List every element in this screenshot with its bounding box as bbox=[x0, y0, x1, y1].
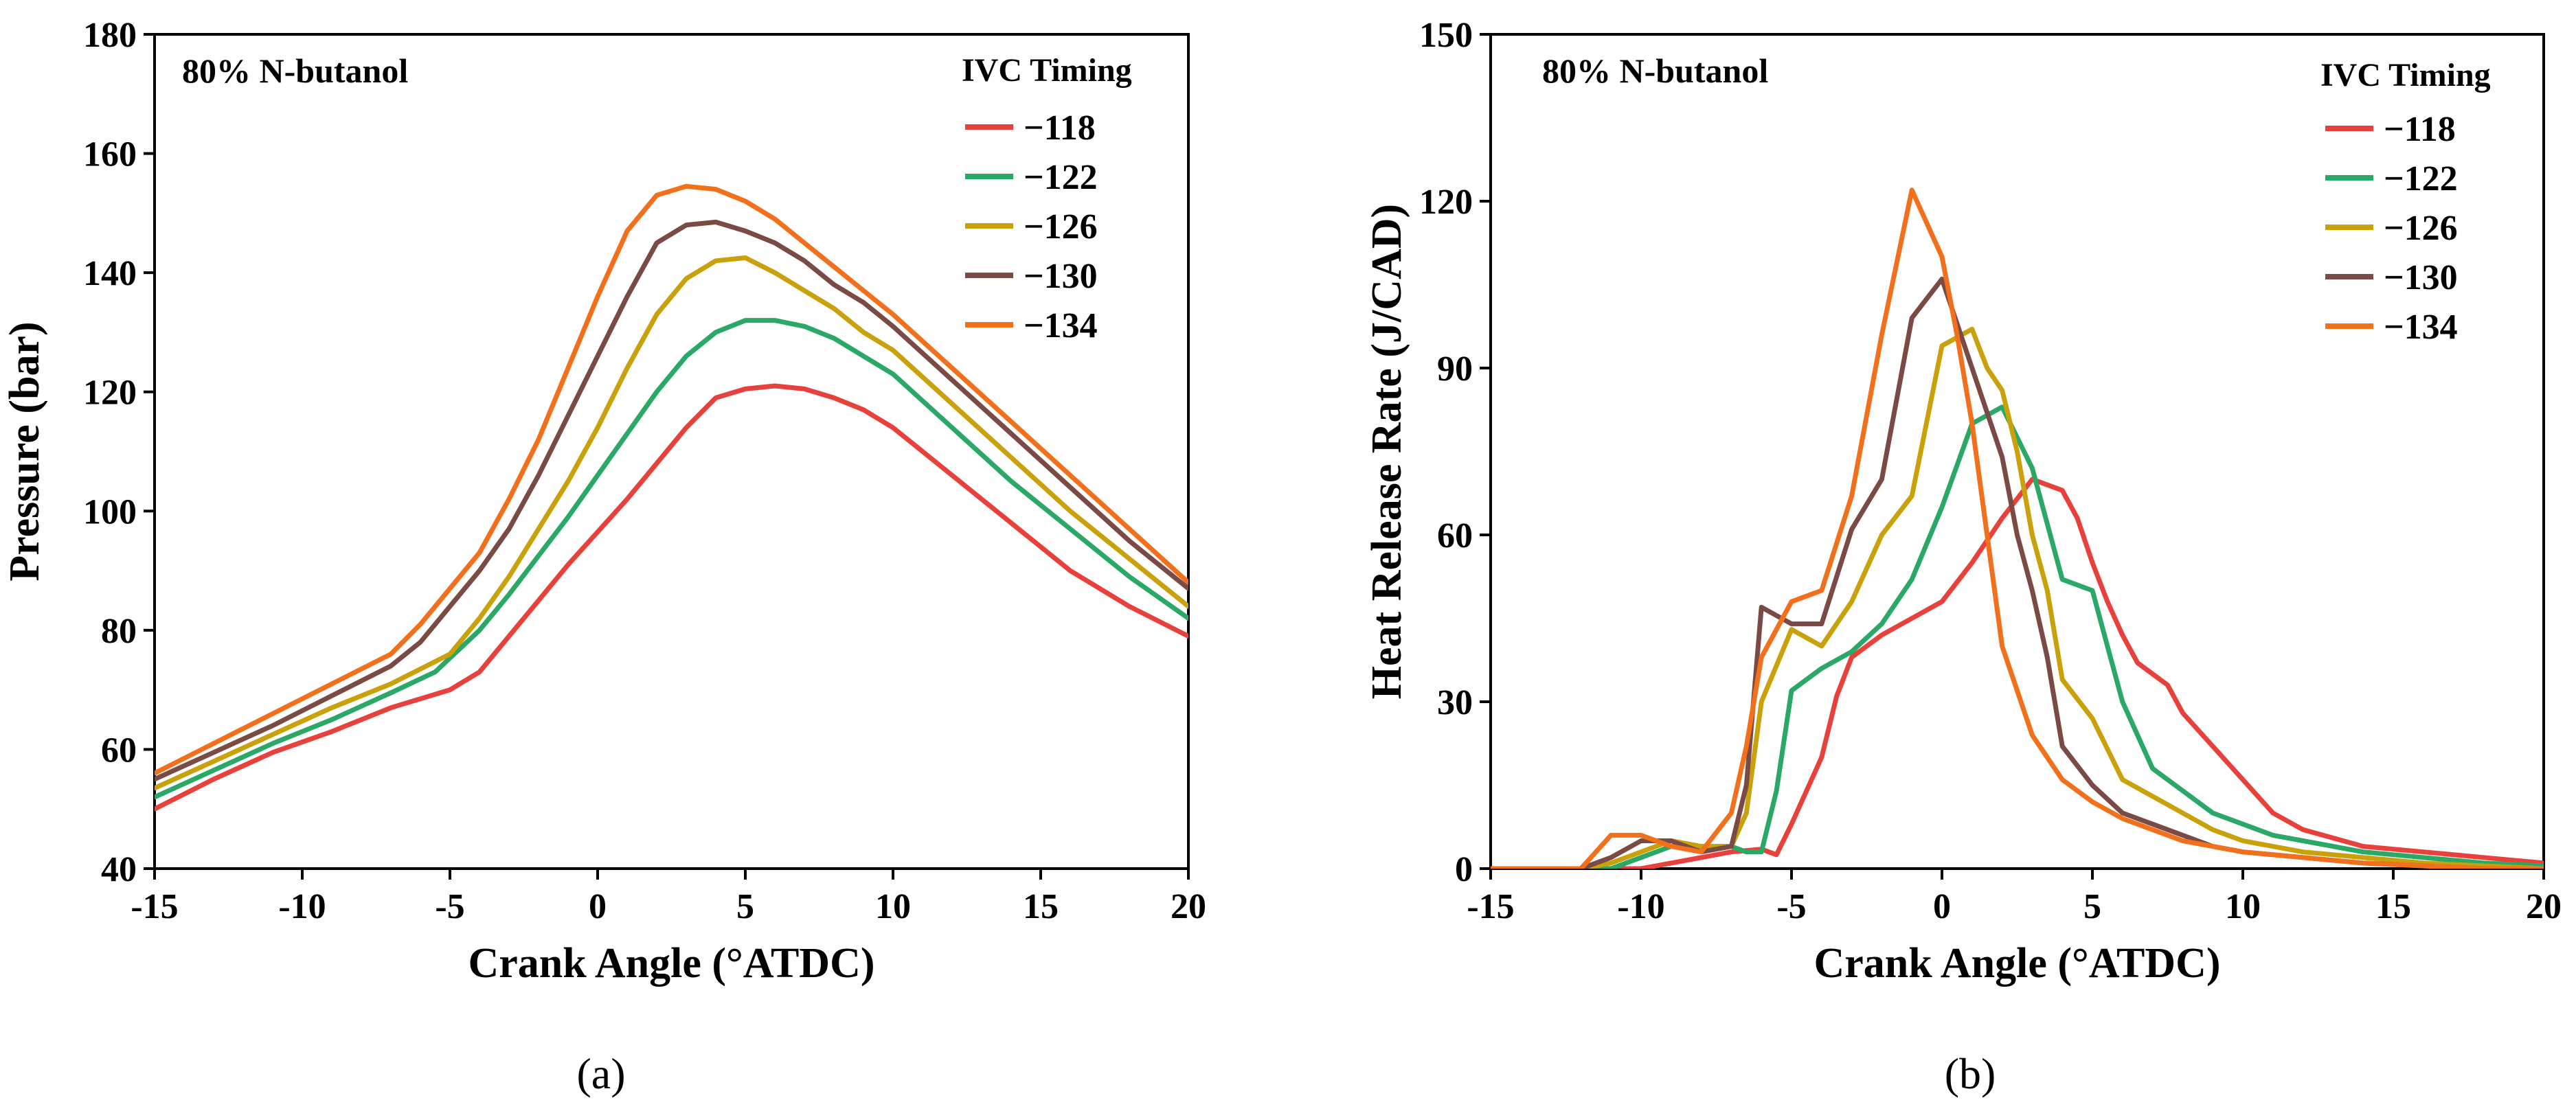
series-group bbox=[155, 183, 1188, 812]
y-tick-label: 0 bbox=[1455, 850, 1473, 889]
y-tick-label: 140 bbox=[83, 254, 137, 293]
x-axis-title: Crank Angle (°ATDC) bbox=[468, 940, 875, 987]
legend-title: IVC Timing bbox=[962, 52, 1132, 89]
y-tick-label: 150 bbox=[1419, 16, 1473, 55]
series-group bbox=[1491, 187, 2544, 869]
y-tick-label: 120 bbox=[83, 374, 137, 413]
y-tick-label: 60 bbox=[101, 731, 137, 770]
panel-label: (a) bbox=[576, 1049, 625, 1098]
x-tick-label: 0 bbox=[1933, 887, 1951, 926]
x-tick-label: -5 bbox=[435, 887, 464, 926]
x-tick-label: -15 bbox=[1467, 887, 1514, 926]
x-tick-label: 10 bbox=[875, 887, 911, 926]
legend-label: −130 bbox=[1024, 257, 1098, 296]
legend-title: IVC Timing bbox=[2320, 57, 2491, 93]
legend-label: −122 bbox=[2384, 159, 2458, 198]
x-tick-label: 20 bbox=[2526, 887, 2562, 926]
plot-frame bbox=[153, 33, 1190, 870]
x-tick-label: -10 bbox=[278, 887, 326, 926]
y-tick-label: 160 bbox=[83, 135, 137, 174]
legend-label: −126 bbox=[2384, 209, 2458, 248]
y-tick-label: 100 bbox=[83, 492, 137, 531]
panel-label: (b) bbox=[1945, 1049, 1996, 1098]
series-line-minus-130 bbox=[1491, 276, 2544, 869]
x-tick-label: 15 bbox=[1023, 887, 1059, 926]
y-tick-label: 80 bbox=[101, 612, 137, 651]
y-tick-label: 30 bbox=[1437, 683, 1473, 722]
series-line-minus-126 bbox=[1491, 326, 2544, 869]
plot-frame bbox=[1489, 33, 2545, 870]
x-tick-label: 20 bbox=[1171, 887, 1206, 926]
x-axis-title: Crank Angle (°ATDC) bbox=[1814, 940, 2221, 987]
series-line-minus-134 bbox=[155, 183, 1188, 776]
series-line-minus-122 bbox=[155, 318, 1188, 800]
x-tick-label: 5 bbox=[736, 887, 754, 926]
series-line-minus-126 bbox=[155, 255, 1188, 791]
legend-label: −118 bbox=[2384, 110, 2456, 149]
x-tick-label: 0 bbox=[589, 887, 607, 926]
series-line-minus-130 bbox=[155, 219, 1188, 782]
y-tick-label: 60 bbox=[1437, 516, 1473, 556]
x-tick-label: -15 bbox=[131, 887, 178, 926]
legend-label: −134 bbox=[2384, 308, 2458, 347]
series-line-minus-118 bbox=[155, 383, 1188, 812]
legend-label: −122 bbox=[1024, 158, 1098, 197]
x-tick-label: 5 bbox=[2083, 887, 2101, 926]
x-tick-label: -5 bbox=[1776, 887, 1806, 926]
legend: IVC Timing −118 −122 −126 −130 −134 bbox=[962, 52, 1132, 345]
legend-label: −126 bbox=[1024, 207, 1098, 247]
legend: IVC Timing −118 −122 −126 −130 −134 bbox=[2320, 57, 2491, 347]
panel-b-heat-release-chart: -15 -10 -5 0 5 10 15 20 0 30 60 90 120 150 Crank Angle… bbox=[1364, 16, 2562, 1098]
x-tick-label: 10 bbox=[2225, 887, 2261, 926]
x-tick-label: 15 bbox=[2375, 887, 2411, 926]
fuel-annotation: 80% N-butanol bbox=[182, 51, 408, 90]
y-tick-label: 120 bbox=[1419, 183, 1473, 222]
y-tick-label: 180 bbox=[83, 16, 137, 55]
panel-a-pressure-chart: -15 -10 -5 0 5 10 15 20 40 60 80 100 120 140 160 180 Cra… bbox=[1, 16, 1206, 1098]
y-axis-title: Pressure (bar) bbox=[1, 321, 48, 581]
legend-label: −130 bbox=[2384, 258, 2458, 297]
y-tick-label: 40 bbox=[101, 850, 137, 889]
fuel-annotation: 80% N-butanol bbox=[1542, 51, 1768, 90]
y-axis-title: Heat Release Rate (J/CAD) bbox=[1364, 204, 1410, 699]
series-line-minus-122 bbox=[1491, 404, 2544, 869]
y-tick-label: 90 bbox=[1437, 350, 1473, 389]
x-tick-label: -10 bbox=[1617, 887, 1664, 926]
legend-label: −134 bbox=[1024, 306, 1098, 345]
legend-label: −118 bbox=[1024, 108, 1096, 148]
series-line-minus-134 bbox=[1491, 187, 2544, 869]
